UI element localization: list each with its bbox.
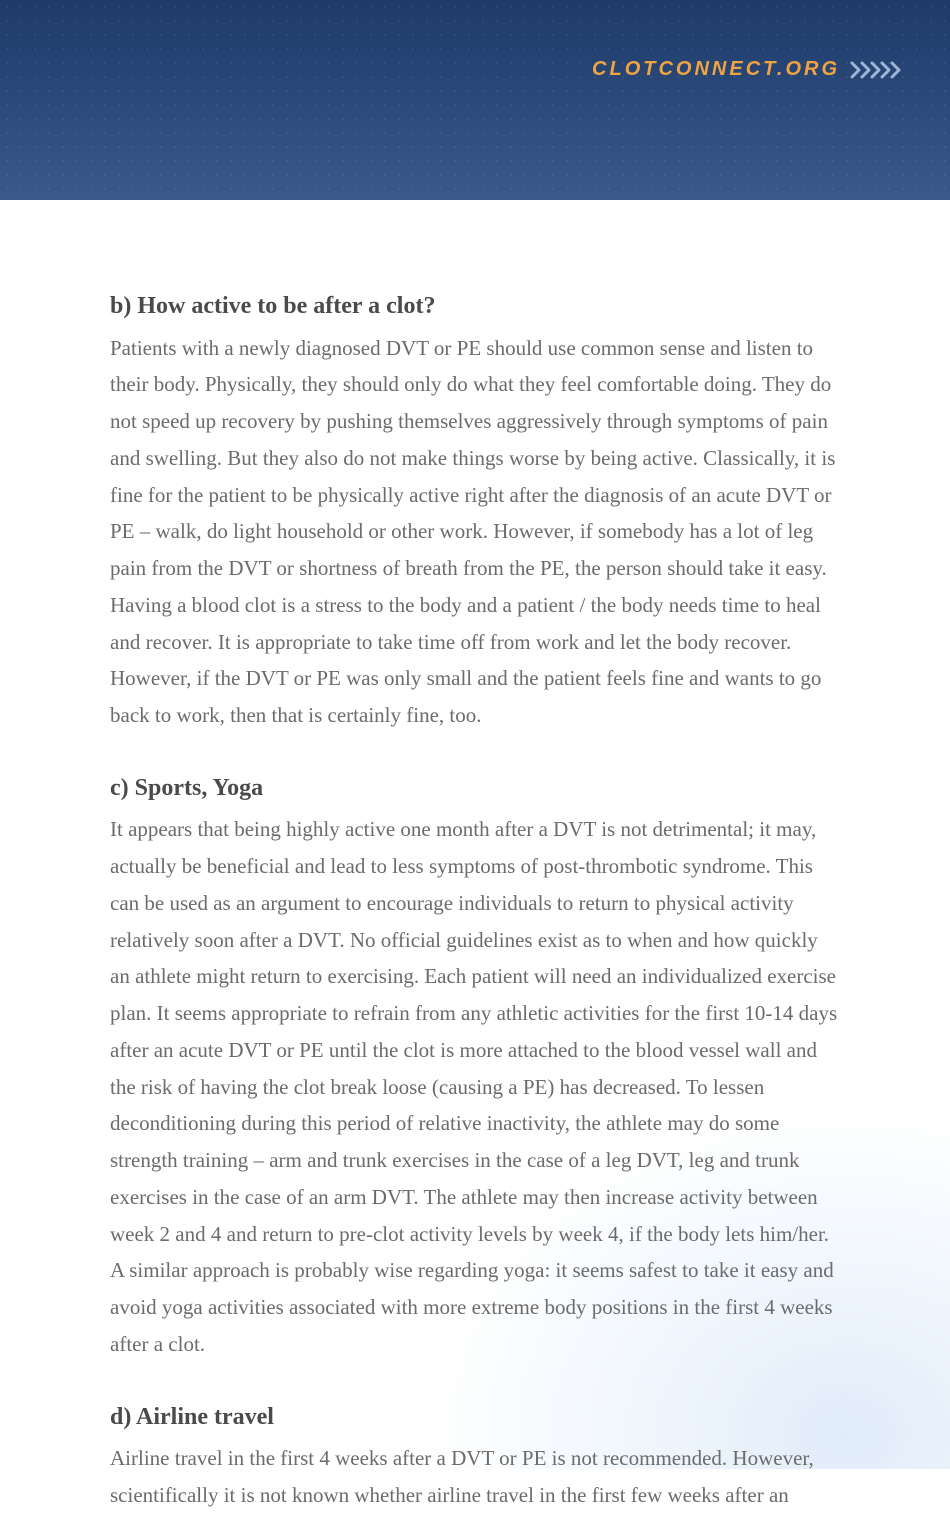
section-d: d) Airline travel Airline travel in the … bbox=[110, 1401, 840, 1514]
section-heading: c) Sports, Yoga bbox=[110, 772, 840, 806]
site-url-text: CLOTCONNECT.ORG bbox=[592, 58, 840, 81]
site-url: CLOTCONNECT.ORG bbox=[592, 58, 910, 81]
section-heading: d) Airline travel bbox=[110, 1401, 840, 1435]
section-c: c) Sports, Yoga It appears that being hi… bbox=[110, 772, 840, 1363]
section-body: It appears that being highly active one … bbox=[110, 811, 840, 1362]
header-band: CLOTCONNECT.ORG bbox=[0, 0, 950, 200]
section-b: b) How active to be after a clot? Patien… bbox=[110, 290, 840, 734]
section-heading: b) How active to be after a clot? bbox=[110, 290, 840, 324]
content-area: b) How active to be after a clot? Patien… bbox=[0, 200, 950, 1514]
section-body: Patients with a newly diagnosed DVT or P… bbox=[110, 330, 840, 734]
chevrons-icon bbox=[850, 61, 910, 79]
page-number: 23 bbox=[0, 1508, 886, 1531]
section-body: Airline travel in the first 4 weeks afte… bbox=[110, 1440, 840, 1514]
chevron-group bbox=[852, 63, 899, 77]
